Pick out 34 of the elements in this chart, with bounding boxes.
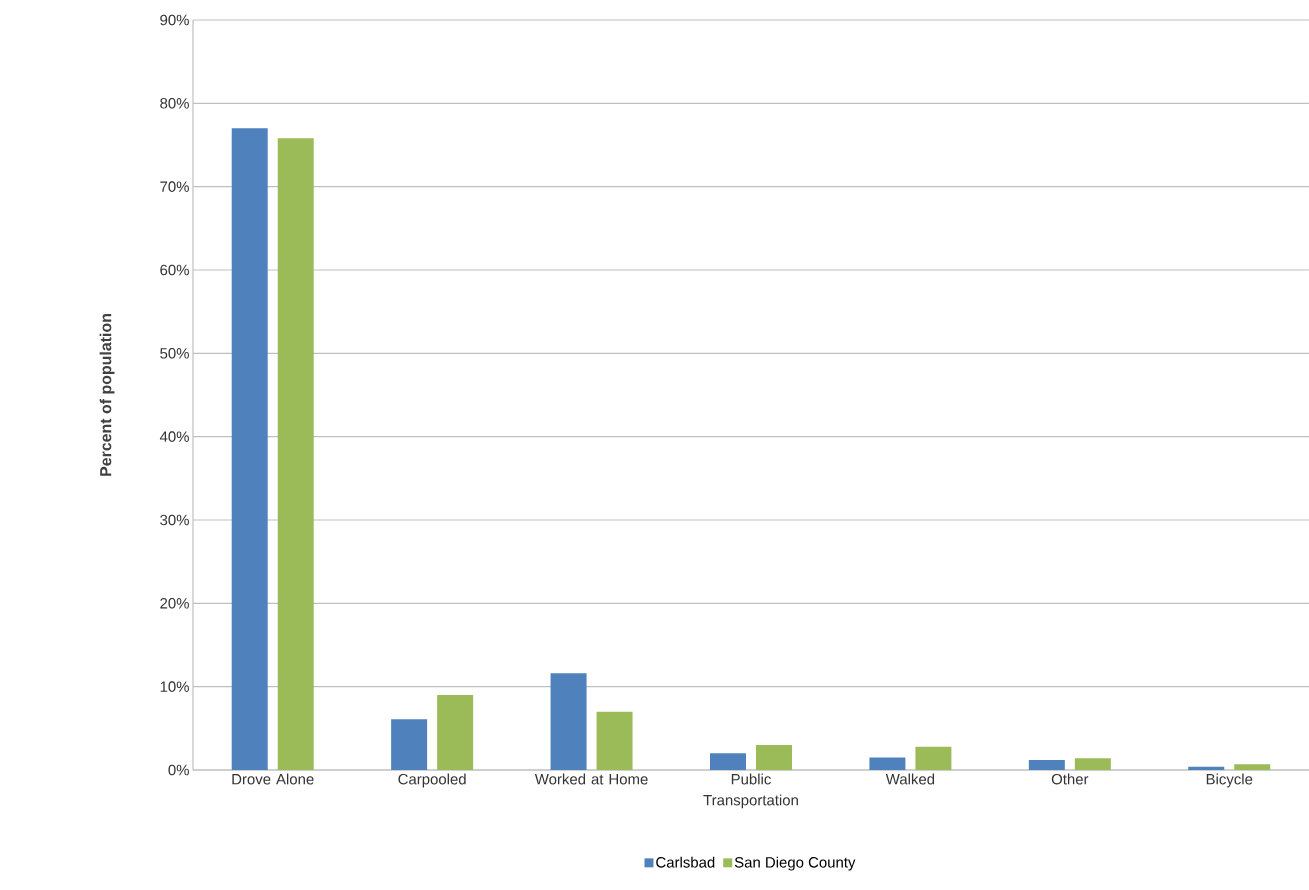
y-tick-label: 60% — [160, 264, 189, 276]
legend-label: San Diego County — [734, 856, 856, 871]
y-tick-label: 10% — [160, 681, 189, 692]
bar — [550, 673, 587, 770]
x-tick-label: Drove Alone — [232, 773, 314, 785]
bar — [231, 128, 268, 770]
bar — [277, 138, 314, 770]
bar — [596, 711, 633, 770]
bar — [1028, 760, 1065, 770]
y-tick-label: 90% — [160, 14, 189, 26]
x-tick-label: Other — [1051, 773, 1089, 785]
bar — [1234, 764, 1271, 770]
y-tick-label: 50% — [160, 348, 189, 359]
legend-label: Carlsbad — [656, 856, 715, 868]
y-tick-label: 80% — [160, 98, 189, 109]
y-tick-label: 40% — [159, 431, 189, 442]
bar — [915, 746, 952, 770]
x-tick-label: Worked at Home — [534, 773, 648, 785]
y-tick-label: 0% — [168, 764, 189, 776]
y-tick-label: 30% — [160, 514, 189, 526]
bar — [869, 757, 906, 770]
x-tick-label: Carpooled — [398, 773, 466, 788]
x-tick-label: Walked — [885, 773, 935, 785]
bar — [437, 695, 474, 770]
bar — [1188, 766, 1225, 770]
y-axis-title: Percent of population — [99, 314, 115, 476]
bar — [755, 745, 792, 770]
x-tick-label: Bicycle — [1206, 773, 1253, 788]
y-tick-label: 20% — [160, 598, 189, 609]
bar — [391, 719, 428, 770]
x-tick-label: Public Transportation — [703, 773, 798, 809]
bar — [709, 753, 746, 770]
bar — [1074, 758, 1111, 770]
y-tick-label: 70% — [160, 181, 189, 192]
